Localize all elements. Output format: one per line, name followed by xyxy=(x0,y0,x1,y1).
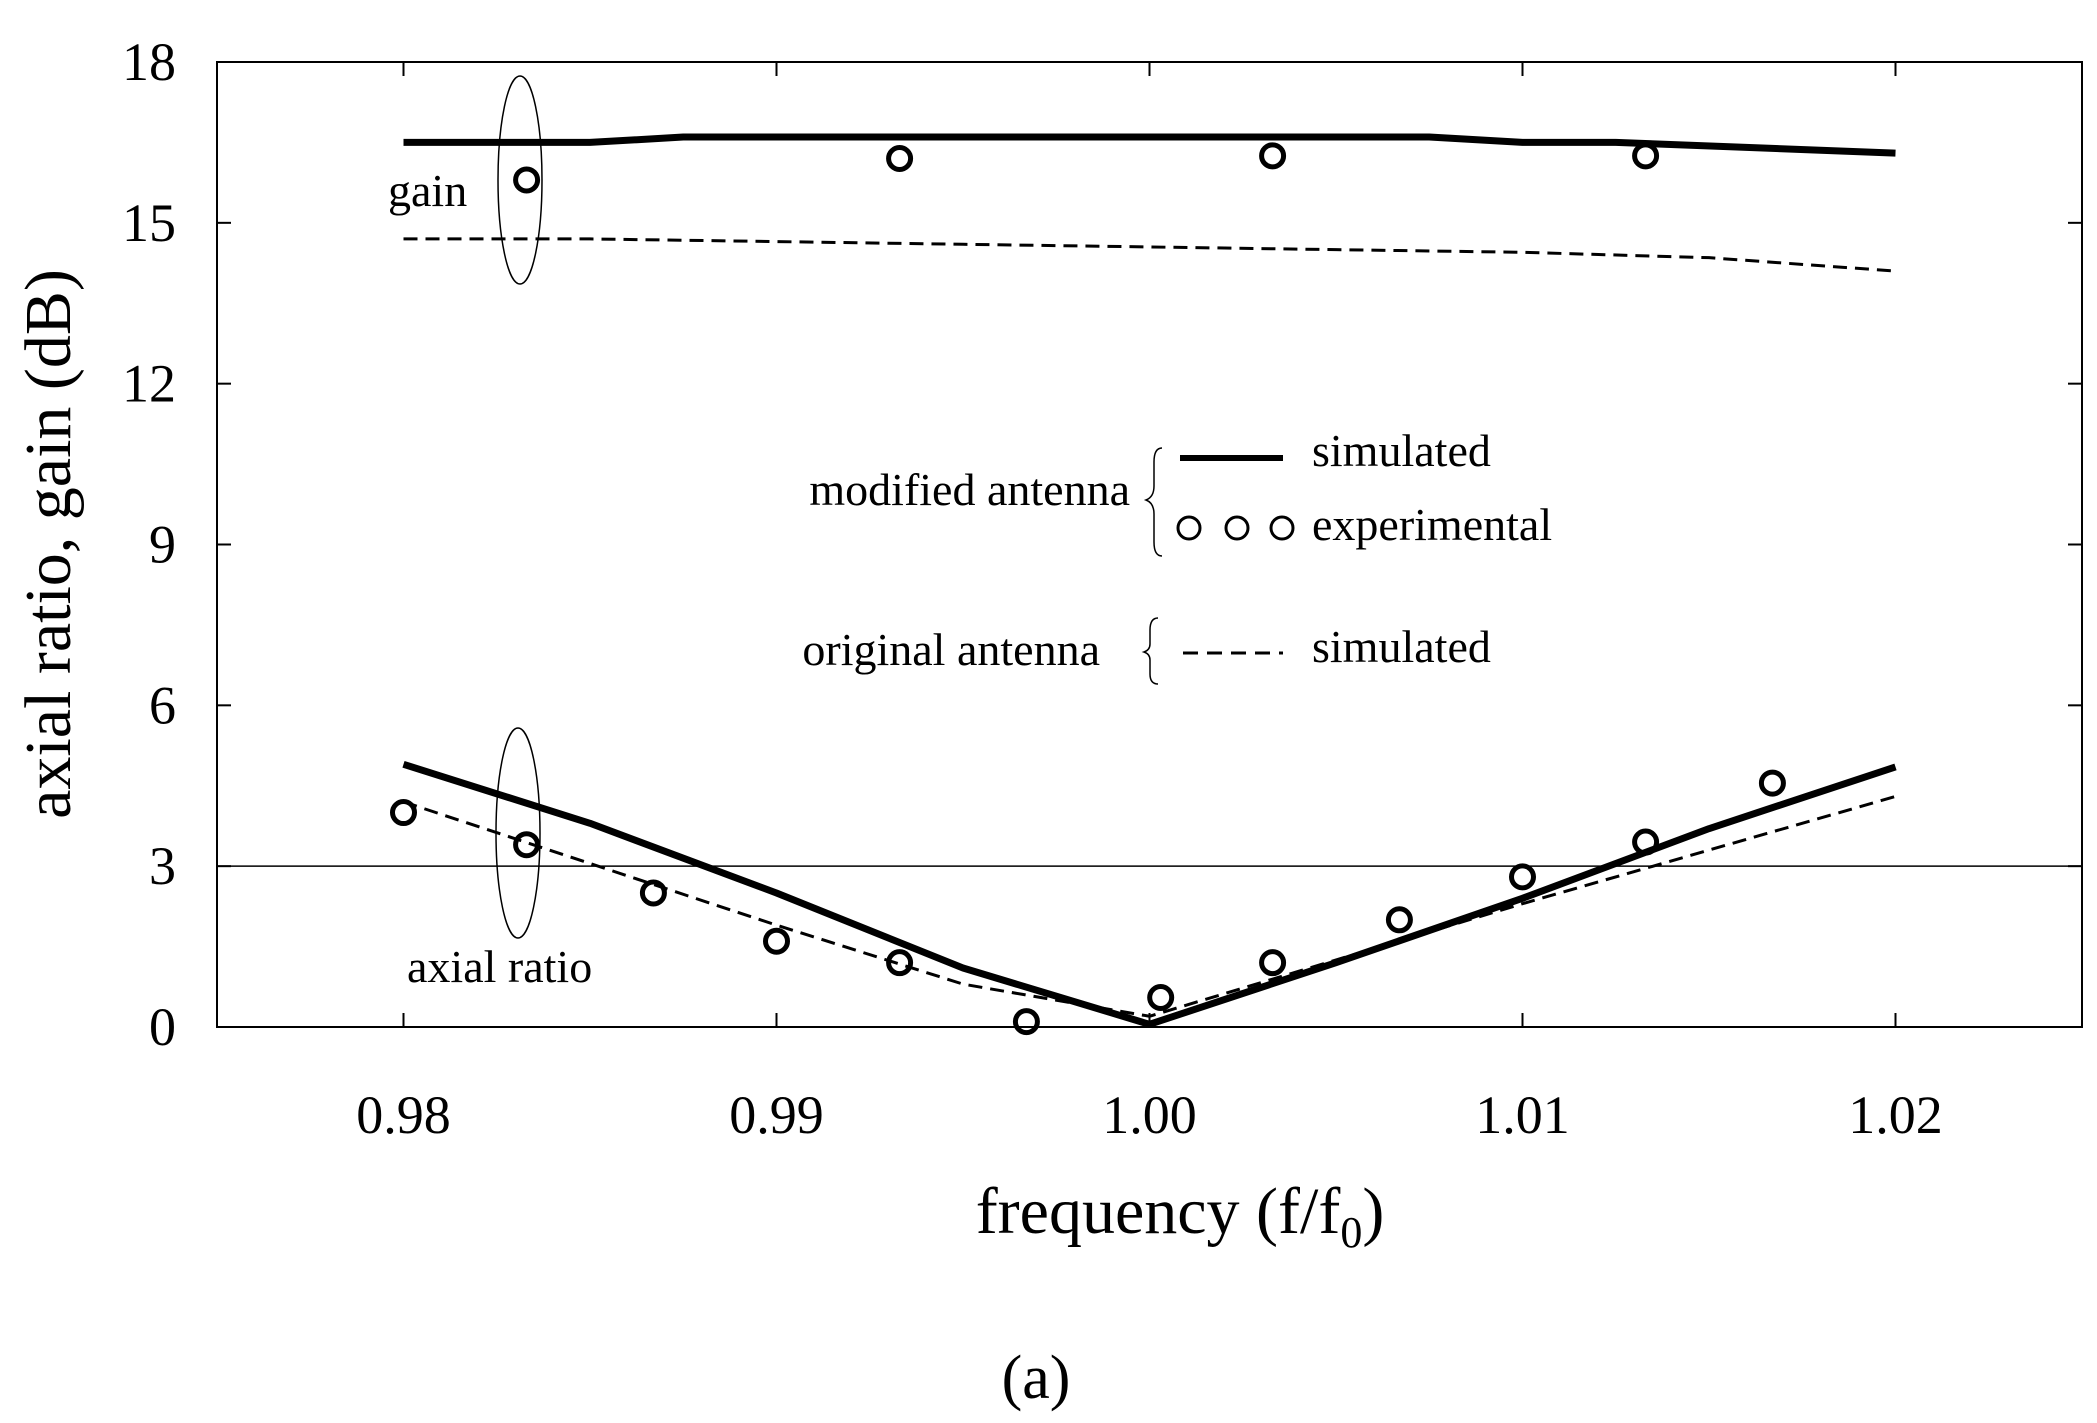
plot-frame xyxy=(216,61,2083,1028)
y-tick-label: 9 xyxy=(149,515,176,575)
data-point-axial-ratio-experimental-markers xyxy=(763,927,790,955)
y-tick-label: 15 xyxy=(122,193,176,253)
y-axis-title: axial ratio, gain (dB) xyxy=(12,269,85,819)
data-point-axial-ratio-experimental-markers xyxy=(390,799,417,827)
x-tick-label: 0.98 xyxy=(356,1085,451,1145)
legend-marker-2 xyxy=(1224,515,1250,541)
legend: modified antenna simulated experimental … xyxy=(802,425,1552,685)
data-point-axial-ratio-experimental-markers xyxy=(1147,984,1175,1012)
legend-marker-3 xyxy=(1269,515,1295,541)
y-tick-label: 12 xyxy=(122,354,176,414)
data-point-axial-ratio-experimental-markers xyxy=(1012,1008,1040,1036)
x-axis-title-main: frequency (f/f xyxy=(976,1175,1341,1248)
legend-marker-1 xyxy=(1176,515,1202,541)
y-tick-label: 18 xyxy=(122,32,176,92)
series-line-gain-simulated-solid xyxy=(403,133,1896,157)
x-axis-title-subscript: 0 xyxy=(1340,1208,1362,1257)
data-point-axial-ratio-experimental-markers xyxy=(1758,769,1786,797)
data-point-axial-ratio-experimental-markers xyxy=(1632,828,1660,856)
data-point-axial-ratio-experimental-markers xyxy=(1385,906,1413,934)
legend-entry-simulated-original: simulated xyxy=(1312,621,1491,672)
data-point-gain-experimental-markers xyxy=(1632,142,1660,170)
legend-brace-modified xyxy=(1143,447,1163,557)
legend-entry-simulated-modified: simulated xyxy=(1312,425,1491,476)
legend-entry-experimental: experimental xyxy=(1312,499,1552,550)
data-point-gain-experimental-markers xyxy=(513,166,541,194)
data-point-axial-ratio-experimental-markers xyxy=(513,831,541,859)
axis-ticks: 0.98 0.99 1.00 1.01 1.02 0 3 6 9 12 15 18 xyxy=(122,32,2082,1145)
legend-brace-original xyxy=(1141,617,1159,685)
axial-ratio-annotation: axial ratio xyxy=(407,941,592,992)
legend-group-original-label: original antenna xyxy=(802,624,1100,675)
panel-label: (a) xyxy=(1002,1344,1071,1412)
gain-annotation: gain xyxy=(388,165,467,216)
x-axis-title-close: ) xyxy=(1362,1175,1384,1248)
y-tick-label: 6 xyxy=(149,675,176,735)
series-layer xyxy=(390,133,1897,1036)
x-tick-label: 1.00 xyxy=(1102,1085,1197,1145)
data-point-axial-ratio-experimental-markers xyxy=(1259,949,1287,977)
data-point-axial-ratio-experimental-markers xyxy=(886,949,914,977)
legend-group-modified-label: modified antenna xyxy=(809,464,1130,515)
axial-ratio-brace-ellipse xyxy=(495,727,541,939)
y-tick-label: 0 xyxy=(149,997,176,1057)
x-axis-title: frequency (f/f0) xyxy=(976,1175,1385,1257)
series-line-axial-ratio-simulated-dashed xyxy=(403,795,1896,1018)
x-tick-label: 1.01 xyxy=(1475,1085,1570,1145)
series-line-axial-ratio-simulated-solid xyxy=(402,760,1897,1028)
data-point-gain-experimental-markers xyxy=(886,145,914,172)
y-tick-label: 3 xyxy=(149,836,176,896)
data-point-gain-experimental-markers xyxy=(1259,142,1287,170)
data-point-axial-ratio-experimental-markers xyxy=(1509,863,1536,891)
series-line-gain-simulated-dashed xyxy=(403,237,1896,273)
gain-brace-ellipse xyxy=(497,75,543,285)
data-point-axial-ratio-experimental-markers xyxy=(639,879,667,907)
x-tick-label: 1.02 xyxy=(1848,1085,1943,1145)
x-tick-label: 0.99 xyxy=(729,1085,824,1145)
